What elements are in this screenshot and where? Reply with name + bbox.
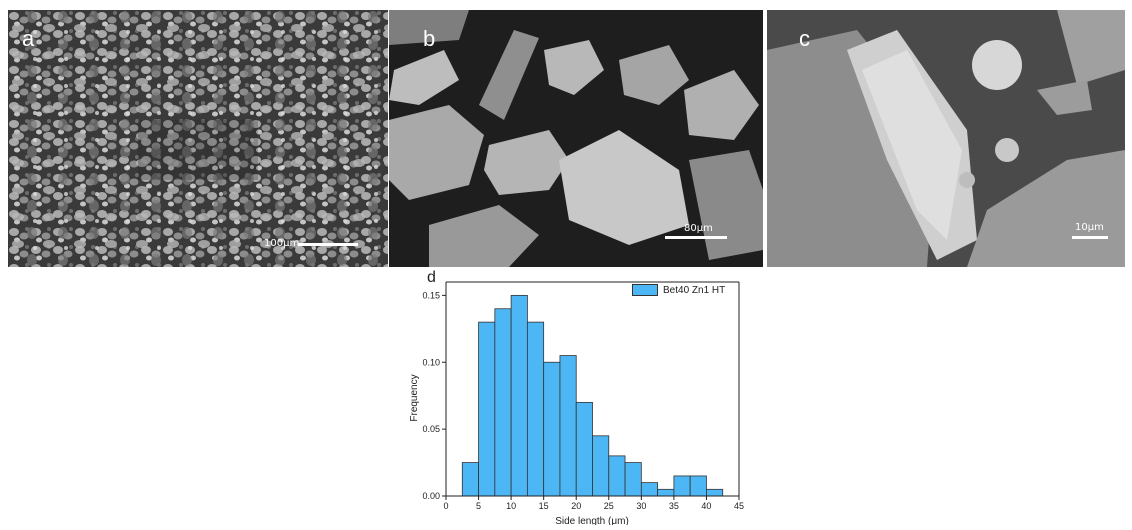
panel-label-a: a — [22, 26, 35, 51]
x-tick-label-0: 0 — [443, 501, 448, 511]
histogram-bar-11 — [640, 482, 659, 497]
histogram-chart: 0 5 10 15 20 25 30 35 40 45 0.00 0.05 0.10 0.15 Side … — [409, 281, 744, 527]
scale-label-b: 80μm — [684, 223, 713, 234]
chart-legend: Bet40 Zn1 HT — [632, 284, 725, 296]
histogram-bar-3 — [510, 294, 528, 497]
histogram-bar-2 — [494, 308, 512, 497]
histogram-bar-13 — [673, 475, 691, 497]
histogram-bar-9 — [608, 455, 626, 497]
histogram-bar-8 — [592, 435, 610, 497]
y-tick-label-2: 0.10 — [422, 357, 440, 367]
scale-bar-a — [298, 243, 358, 246]
histogram-bar-15 — [706, 488, 724, 497]
histogram-panel: d 0 5 10 15 20 25 30 35 40 45 0.00 0.05 0.10 0.15 Sid… — [400, 268, 760, 527]
legend-swatch — [632, 284, 658, 296]
y-tick-label-0: 0.00 — [422, 491, 440, 501]
scale-label-a: 100μm — [264, 238, 300, 249]
sem-particles-a — [8, 10, 388, 267]
y-axis-label: Frequency — [409, 374, 420, 421]
panel-label-c: c — [799, 26, 810, 51]
legend-label: Bet40 Zn1 HT — [663, 284, 726, 296]
histogram-bar-12 — [657, 488, 675, 497]
histogram-bar-10 — [624, 462, 642, 497]
sem-crystals-b — [389, 10, 763, 267]
x-tick-label-1: 5 — [476, 501, 481, 511]
x-tick-label-2: 10 — [506, 501, 516, 511]
panel-label-b: b — [423, 26, 436, 51]
y-tick-label-1: 0.05 — [422, 424, 440, 434]
x-tick-label-6: 30 — [636, 501, 646, 511]
x-axis-label: Side length (μm) — [555, 516, 629, 525]
sem-image-c: c 10μm — [767, 10, 1125, 267]
sem-image-a: a 100μm — [8, 10, 388, 267]
histogram-bar-7 — [575, 401, 593, 497]
x-tick-label-8: 40 — [701, 501, 711, 511]
x-tick-label-5: 25 — [604, 501, 614, 511]
histogram-bar-0 — [461, 462, 479, 497]
histogram-bar-5 — [543, 361, 561, 497]
x-tick-label-9: 45 — [734, 501, 744, 511]
scale-label-c: 10μm — [1075, 222, 1104, 233]
scale-bar-c — [1072, 236, 1108, 239]
x-tick-label-4: 20 — [571, 501, 581, 511]
histogram-bar-6 — [559, 355, 577, 497]
scale-bar-b — [665, 236, 727, 239]
x-tick-label-7: 35 — [669, 501, 679, 511]
histogram-bar-4 — [526, 321, 545, 497]
histogram-bar-14 — [689, 475, 707, 497]
sem-image-b: b 80μm — [389, 10, 763, 267]
sem-closeup-c — [767, 10, 1125, 267]
panel-label-d: d — [427, 269, 436, 286]
histogram-bar-1 — [478, 321, 496, 497]
x-tick-label-3: 15 — [539, 501, 549, 511]
y-tick-label-3: 0.15 — [422, 290, 440, 300]
